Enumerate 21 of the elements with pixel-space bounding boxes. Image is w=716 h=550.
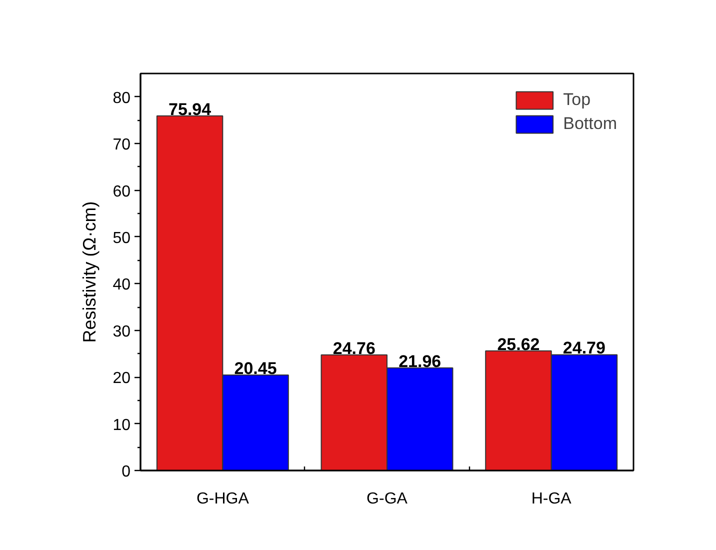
x-tick-label: G-GA (366, 490, 408, 508)
data-label: 75.94 (168, 100, 212, 119)
data-label: 24.79 (562, 338, 606, 358)
legend-label: Bottom (563, 114, 617, 134)
y-axis-title: Resistivity (Ω·cm) (80, 201, 100, 343)
y-tick-label: 30 (112, 323, 131, 340)
data-label: 24.76 (332, 338, 376, 358)
y-tick-label: 0 (122, 464, 131, 480)
data-label: 21.96 (398, 352, 442, 371)
y-tick-label: 20 (112, 370, 131, 388)
y-tick-label: 10 (112, 416, 131, 434)
x-tick-label: G-HGA (196, 490, 250, 508)
y-tick-label: 80 (112, 90, 131, 107)
legend-label: Top (563, 90, 591, 110)
data-label: 25.62 (497, 334, 540, 354)
y-tick-label: 40 (112, 276, 131, 294)
y-tick-label: 70 (112, 136, 131, 154)
y-tick-label: 50 (112, 230, 131, 247)
y-tick-label: 60 (112, 183, 131, 200)
data-label: 20.45 (234, 358, 277, 378)
x-tick-label: H-GA (531, 490, 572, 508)
